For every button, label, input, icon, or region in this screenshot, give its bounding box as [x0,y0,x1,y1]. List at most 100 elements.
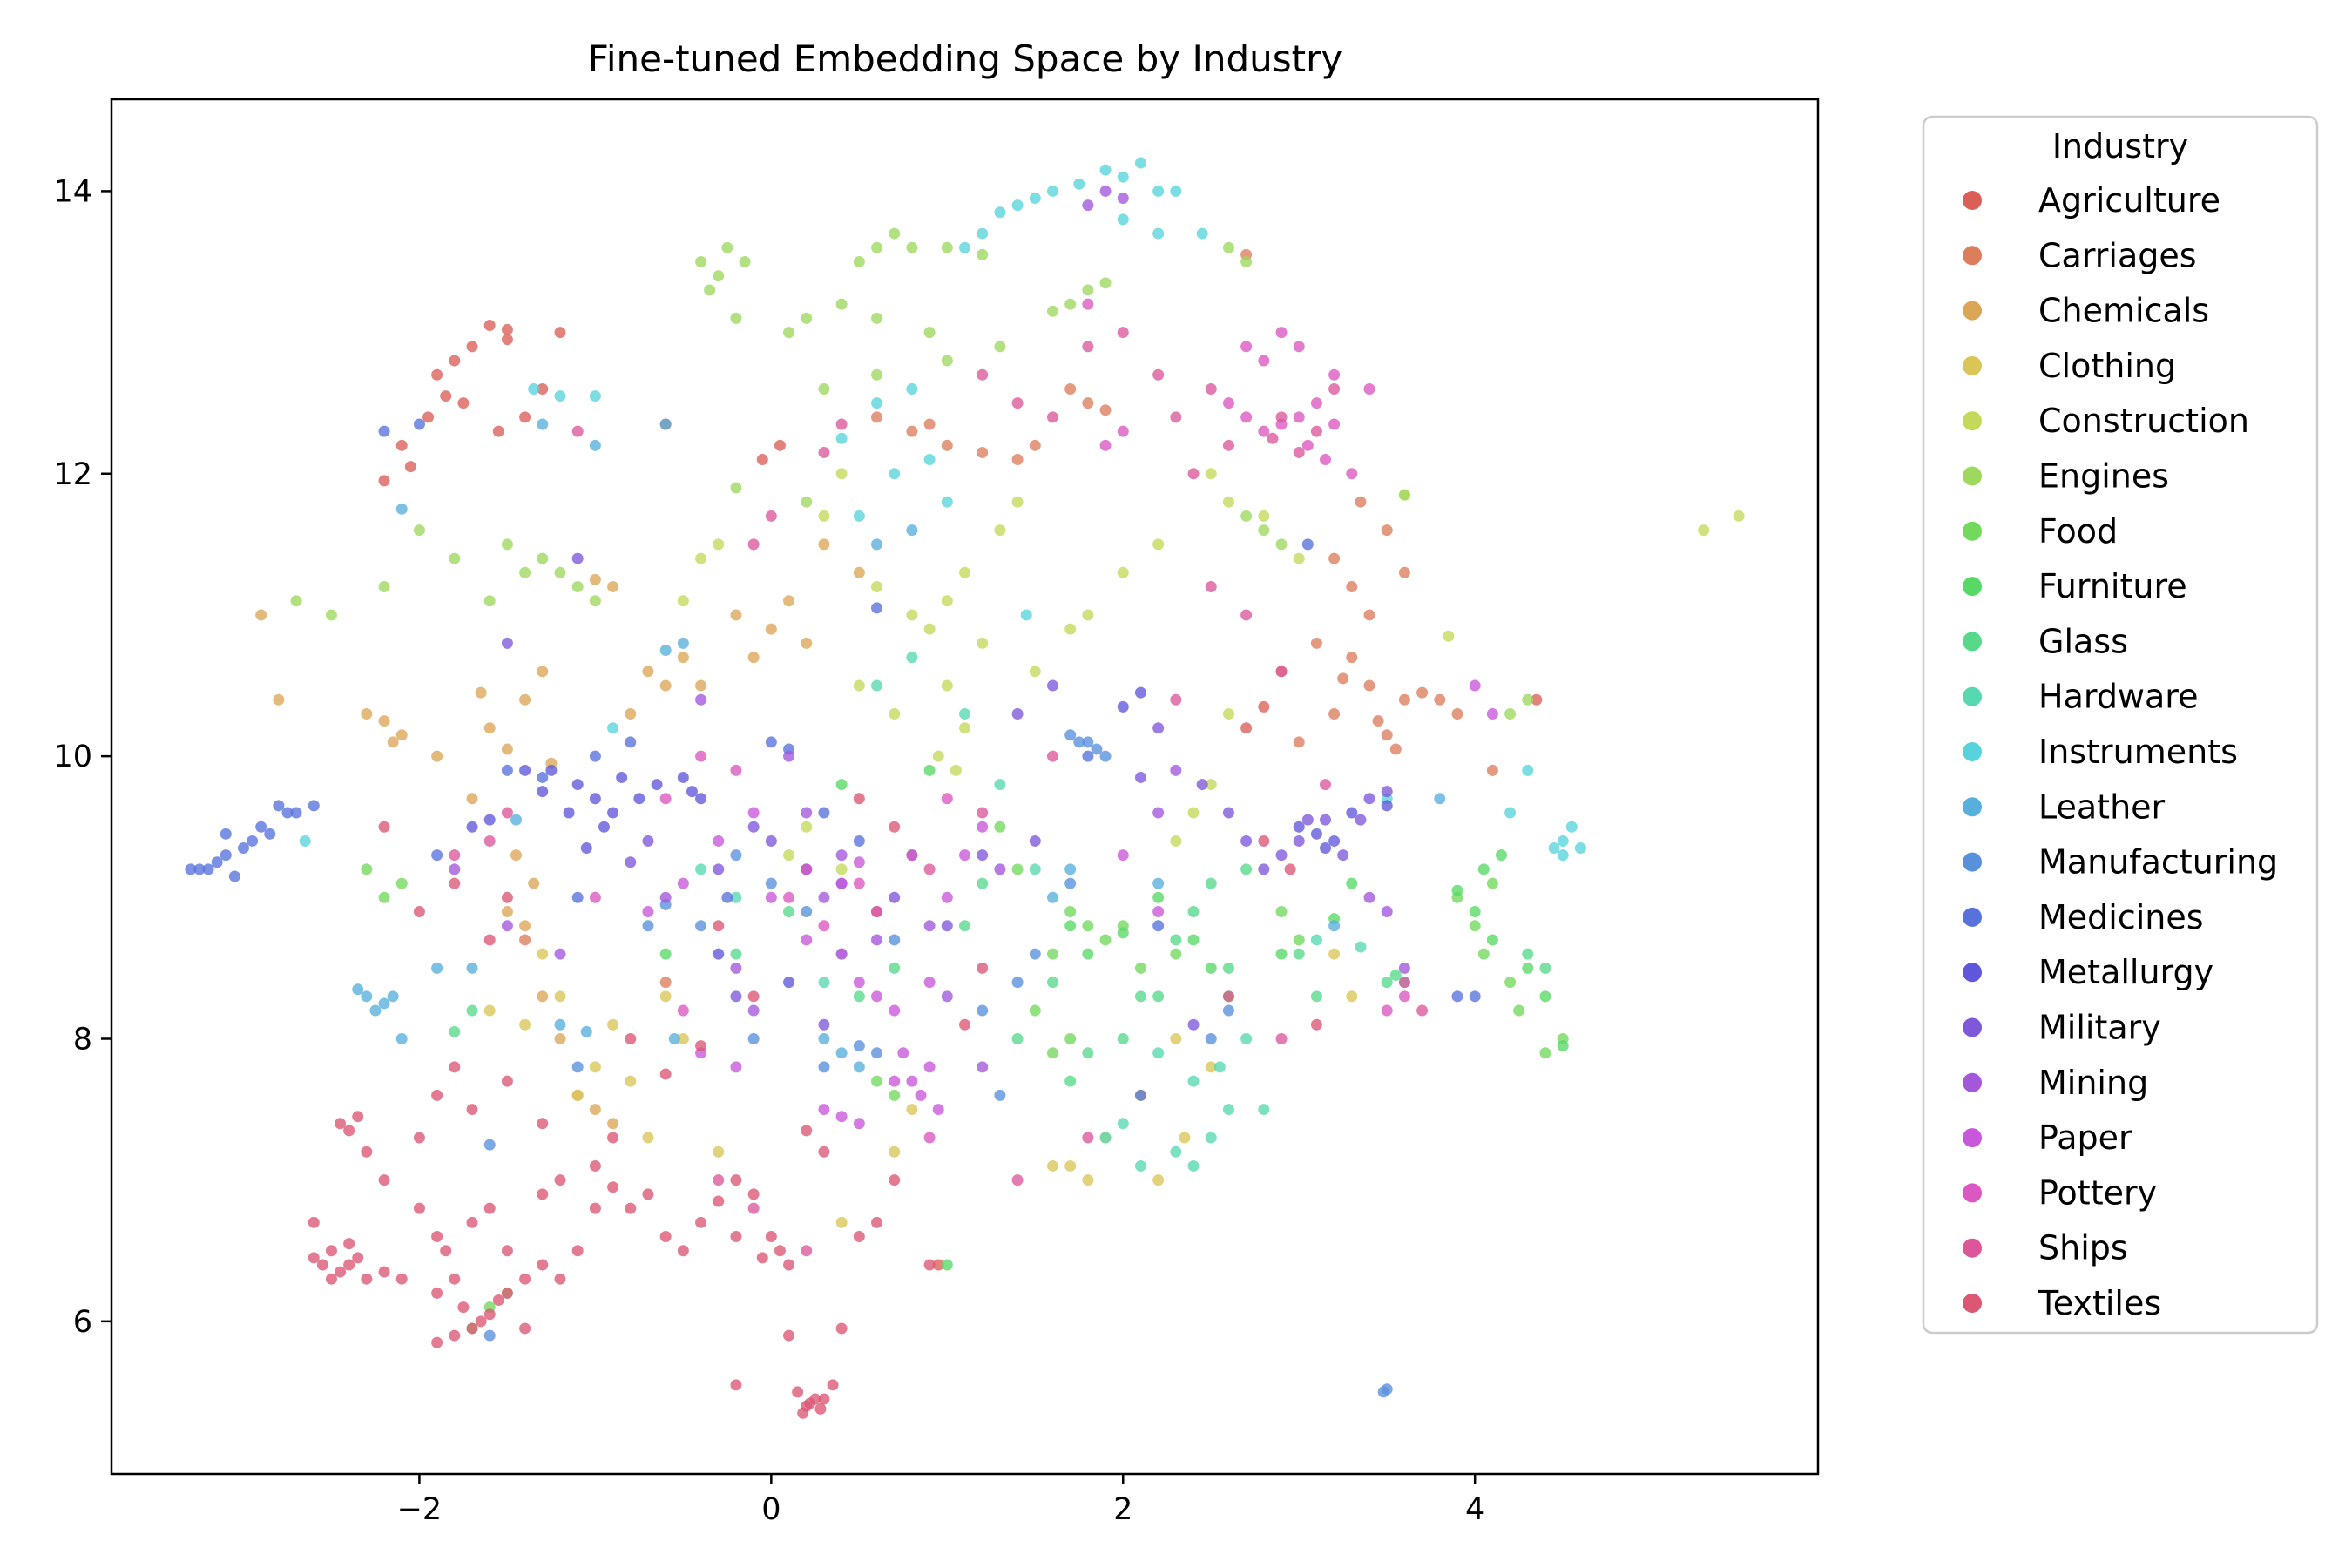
point-metallurgy [1293,821,1305,833]
point-textiles [923,1259,936,1271]
point-military [1011,707,1024,720]
legend-marker-agriculture [1963,191,1982,210]
point-construction [889,707,901,720]
point-military [1301,814,1314,826]
point-textiles [554,1273,566,1285]
point-medicines [431,849,443,862]
point-construction [959,566,970,578]
point-pottery [941,793,953,805]
point-textiles [378,1174,390,1186]
point-textiles [361,1273,373,1285]
point-chemicals [501,906,513,918]
point-paper [818,1104,830,1116]
point-leather [1064,863,1077,875]
point-mining [801,807,813,819]
point-military [1222,807,1234,819]
point-military [1240,835,1253,847]
point-medicines [501,764,513,776]
legend-title: Industry [2052,127,2188,166]
point-pottery [906,849,918,862]
point-clothing [607,1018,619,1031]
point-military [1029,835,1041,847]
point-food [1170,948,1182,960]
point-military [1320,814,1332,826]
point-construction [801,821,813,833]
point-textiles [449,1061,461,1073]
point-carriages [1398,693,1410,706]
point-manufacturing [889,934,901,946]
point-textiles [747,990,760,1003]
point-pottery [1258,355,1270,367]
point-medicines [281,807,294,819]
point-food [1082,920,1094,932]
point-textiles [325,1245,337,1257]
point-textiles [871,1216,883,1228]
point-construction [783,849,795,862]
point-chemicals [589,1104,601,1116]
point-ships [1082,341,1094,353]
legend-items: Agriculture Carriages Chemicals Clothing Con… [1963,181,2278,1322]
point-carriages [1310,637,1322,649]
point-instruments [1134,157,1146,169]
point-engines [519,566,531,578]
point-instruments [1073,178,1085,190]
point-engines [783,327,795,339]
point-manufacturing [801,906,813,918]
point-textiles [818,1146,830,1158]
point-textiles [537,1259,549,1271]
legend-label-manufacturing: Manufacturing [2038,843,2278,882]
point-pottery [589,891,601,903]
point-leather [871,538,883,551]
point-pottery [818,920,830,932]
point-textiles [457,1301,470,1314]
point-metallurgy [713,948,725,960]
point-ships [449,849,461,862]
point-textiles [792,1386,804,1398]
point-pottery [1258,425,1270,437]
point-ships [1046,411,1058,423]
legend-marker-paper [1963,1128,1982,1148]
point-construction [713,538,725,551]
point-hardware [871,679,883,692]
legend-label-engines: Engines [2038,457,2169,496]
point-ships [1275,1032,1288,1044]
point-clothing [1328,948,1341,960]
point-carriages [1346,652,1358,664]
point-textiles [589,1202,601,1214]
point-chemicals [695,679,707,692]
point-glass [1205,877,1217,889]
point-textiles [352,1111,364,1123]
point-paper [889,1004,901,1017]
point-medicines [625,736,637,748]
point-construction [1205,779,1217,791]
point-metallurgy [633,793,645,805]
point-military [1381,786,1393,798]
point-ships [501,807,513,819]
point-chemicals [747,652,760,664]
point-clothing [889,1146,901,1158]
point-food [1504,977,1517,989]
point-food [1513,1004,1525,1017]
point-leather [554,1018,566,1031]
point-construction [950,764,962,776]
point-metallurgy [686,786,698,798]
point-mining [941,990,953,1003]
point-instruments [941,496,953,508]
point-glass [783,906,795,918]
point-textiles [325,1273,337,1285]
point-ships [1011,1174,1024,1186]
point-ships [801,1245,813,1257]
point-carriages [1328,552,1341,564]
point-textiles [827,1379,839,1391]
point-paper [1469,679,1481,692]
point-engines [730,312,742,324]
point-textiles [308,1252,320,1264]
point-manufacturing [1011,977,1024,989]
point-manufacturing [977,1004,989,1017]
point-pottery [1222,397,1234,409]
point-textiles [889,1174,901,1186]
point-textiles [730,1231,742,1243]
legend-marker-engines [1963,466,1982,486]
point-manufacturing [853,1040,865,1052]
